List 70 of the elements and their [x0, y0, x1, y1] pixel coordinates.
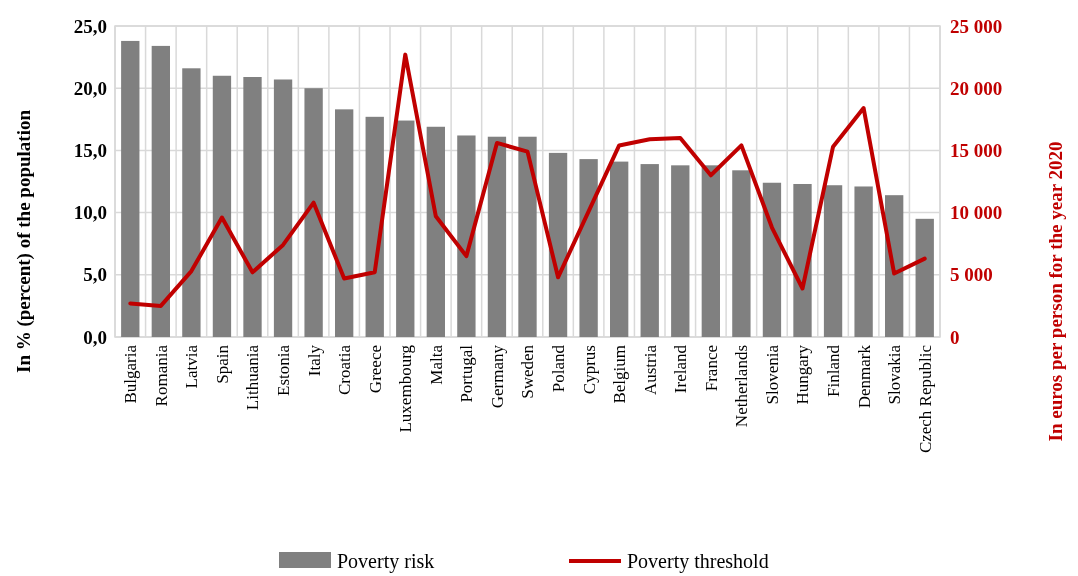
y-tick-label: 10,0 [73, 202, 107, 224]
x-tick-label: Netherlands [732, 345, 752, 428]
bar [732, 170, 751, 337]
y-axis-title: In % (percent) of the population [13, 109, 35, 374]
y2-tick-label: 15 000 [950, 140, 1003, 162]
x-tick-label: Hungary [793, 344, 813, 405]
x-tick-label: Portugal [457, 344, 477, 403]
bar [243, 77, 262, 337]
bar [457, 135, 476, 337]
y2-tick-label: 5 000 [950, 264, 993, 286]
y-tick-label: 20,0 [73, 77, 107, 99]
x-tick-label: Finland [824, 344, 844, 397]
bar [671, 165, 690, 337]
x-tick-label: Lithuania [243, 344, 263, 411]
x-tick-label: Denmark [854, 344, 874, 409]
bar [854, 186, 873, 337]
y2-tick-label: 20 000 [950, 77, 1003, 99]
x-tick-label: Italy [304, 344, 324, 377]
bar [579, 159, 598, 337]
y-tick-label: 15,0 [73, 140, 107, 162]
bar [610, 161, 629, 337]
y2-axis-title: In euros per person for the year 2020 [1045, 141, 1066, 442]
bar [151, 45, 170, 337]
bar [793, 183, 812, 337]
x-tick-label: Czech Republic [915, 344, 935, 454]
x-tick-label: Cyprus [579, 345, 599, 395]
x-tick-label: Slovenia [762, 344, 782, 405]
bar [823, 185, 843, 337]
bar [426, 126, 445, 337]
x-tick-label: Austria [640, 344, 660, 396]
bar [487, 136, 507, 337]
bar [548, 152, 568, 337]
x-tick-label: Sweden [518, 344, 538, 399]
x-tick-label: Slovakia [885, 344, 905, 405]
bar [640, 164, 659, 337]
x-tick-label: Belgium [610, 345, 630, 404]
x-tick-label: Poland [549, 344, 569, 393]
x-tick-label: Croatia [335, 344, 355, 396]
bar [762, 182, 782, 337]
legend-label: Poverty threshold [627, 550, 769, 573]
bar [335, 109, 354, 337]
bar [212, 75, 232, 337]
bar [304, 88, 323, 337]
x-tick-label: Latvia [182, 344, 202, 389]
x-tick-label: Greece [365, 345, 385, 394]
y2-tick-label: 0 [950, 326, 960, 348]
bar [365, 116, 384, 337]
bar [182, 68, 201, 337]
x-tick-label: Ireland [671, 344, 691, 394]
y2-tick-label: 25 000 [950, 15, 1003, 37]
y2-tick-label: 10 000 [950, 202, 1003, 224]
x-tick-label: France [701, 345, 721, 392]
bar [273, 79, 293, 337]
bar [396, 120, 415, 337]
bar [915, 218, 934, 337]
x-tick-label: Germany [487, 344, 507, 409]
legend-label: Poverty risk [337, 550, 435, 573]
y-tick-label: 25,0 [73, 15, 107, 37]
bar [518, 136, 537, 337]
x-tick-label: Romania [151, 344, 171, 407]
y-tick-label: 0,0 [83, 326, 107, 348]
x-tick-label: Estonia [274, 344, 294, 396]
x-tick-label: Bulgaria [121, 344, 141, 404]
x-tick-label: Malta [426, 344, 446, 385]
bar [701, 165, 720, 337]
x-tick-label: Luxembourg [396, 344, 416, 433]
y-tick-label: 5,0 [83, 264, 107, 286]
bar [121, 40, 140, 337]
x-tick-label: Spain [212, 344, 232, 384]
line-series [128, 52, 927, 308]
